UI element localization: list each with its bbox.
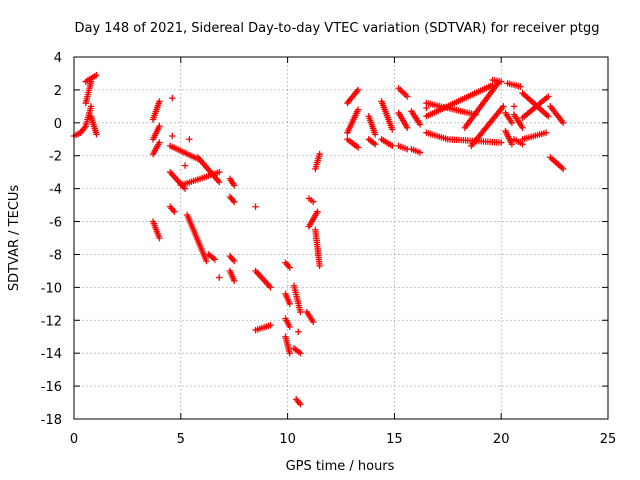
x-tick-label: 0 <box>70 432 78 447</box>
data-point <box>404 124 411 131</box>
data-point <box>310 198 317 205</box>
data-point <box>498 78 505 85</box>
data-point <box>87 103 95 110</box>
data-point <box>389 142 396 150</box>
data-point <box>295 328 302 335</box>
data-point <box>297 349 304 357</box>
data-point <box>169 94 176 102</box>
plot-frame <box>73 56 609 420</box>
y-tick-label: -16 <box>41 380 62 395</box>
y-tick-label: -12 <box>41 314 62 329</box>
data-point <box>252 203 259 210</box>
data-point <box>314 208 321 215</box>
data-point <box>316 150 323 158</box>
data-point <box>423 104 430 112</box>
data-point <box>371 131 379 138</box>
y-tick-label: 2 <box>54 84 62 99</box>
data-point <box>354 144 362 151</box>
data-point <box>316 262 323 270</box>
data-point <box>186 136 193 143</box>
data-point <box>156 98 163 105</box>
x-tick-label: 5 <box>177 432 185 447</box>
y-tick-label: -6 <box>49 216 62 231</box>
data-point <box>416 121 424 128</box>
data-point <box>508 119 516 127</box>
data-point <box>181 162 189 169</box>
chart-title: Day 148 of 2021, Sidereal Day-to-day VTE… <box>75 21 600 36</box>
data-point <box>354 106 362 113</box>
data-points <box>70 71 567 408</box>
data-point <box>211 256 219 263</box>
data-point <box>542 129 550 136</box>
data-point <box>559 119 567 127</box>
data-point <box>389 126 396 133</box>
data-point <box>559 165 567 173</box>
data-point <box>297 308 304 316</box>
grid-lines <box>74 57 608 419</box>
x-axis-label: GPS time / hours <box>286 459 395 474</box>
x-tick-label: 20 <box>493 432 510 447</box>
data-point <box>156 234 163 242</box>
data-point <box>310 318 317 326</box>
data-point <box>404 93 411 100</box>
data-point <box>519 124 526 131</box>
y-tick-label: -14 <box>41 347 62 362</box>
data-point <box>544 113 552 120</box>
data-point <box>156 139 163 146</box>
x-tick-label: 10 <box>279 432 296 447</box>
data-point <box>510 103 518 110</box>
data-point <box>354 86 362 94</box>
data-point <box>203 257 210 265</box>
data-point <box>500 103 507 110</box>
data-point <box>231 257 238 265</box>
y-tick-label: 0 <box>54 117 62 132</box>
y-tick-label: 4 <box>54 51 62 66</box>
y-tick-label: -4 <box>49 183 62 198</box>
data-point <box>93 131 100 138</box>
data-point <box>267 322 274 329</box>
y-tick-label: -8 <box>49 248 62 263</box>
data-point <box>544 93 552 100</box>
data-point <box>216 274 223 281</box>
data-point <box>93 71 100 79</box>
y-axis-label: SDTVAR / TECUs <box>7 185 22 292</box>
data-point <box>371 141 379 148</box>
data-point <box>231 277 238 284</box>
data-point <box>216 178 223 186</box>
data-point <box>286 349 293 357</box>
data-point <box>416 149 424 156</box>
data-point <box>216 168 223 176</box>
data-point <box>498 139 505 146</box>
data-point <box>286 323 293 331</box>
data-point <box>517 83 524 90</box>
data-point <box>156 122 163 130</box>
data-point <box>267 284 274 291</box>
y-tick-label: -18 <box>41 413 62 428</box>
data-point <box>286 300 293 308</box>
x-tick-label: 15 <box>386 432 403 447</box>
y-tick-label: -2 <box>49 150 62 165</box>
data-point <box>231 198 238 205</box>
data-point <box>286 264 293 271</box>
data-point <box>231 182 238 189</box>
x-tick-label: 25 <box>600 432 617 447</box>
data-point <box>169 132 176 140</box>
data-point <box>87 78 95 85</box>
data-point <box>171 208 178 215</box>
y-tick-label: -10 <box>41 281 62 296</box>
data-point <box>297 400 304 408</box>
data-point <box>508 141 516 148</box>
